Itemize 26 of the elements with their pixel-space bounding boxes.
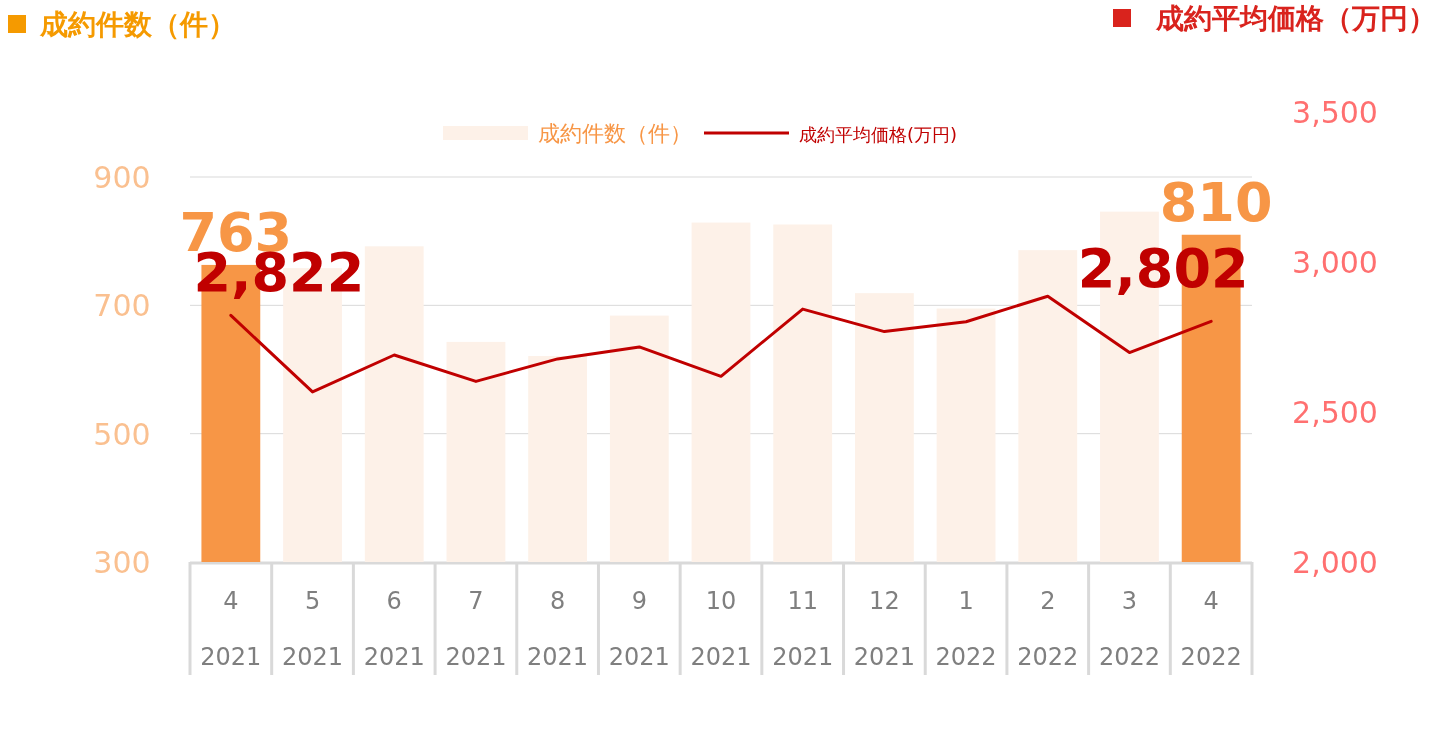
data-label: 810	[1159, 170, 1273, 234]
y-tick-label: 900	[93, 160, 151, 195]
y-tick-label: 300	[93, 545, 151, 580]
y-tick-label: 700	[93, 288, 151, 324]
y2-axis-title: 成約平均価格（万円）	[1155, 2, 1436, 35]
x-tick-label: 4 2021	[200, 587, 262, 671]
x-tick-label: 3 2022	[1098, 587, 1160, 671]
y2-tick-label: 3,500	[1292, 95, 1378, 130]
x-tick-label: 1 2022	[935, 587, 997, 671]
x-tick-label: 5 2021	[282, 587, 344, 671]
y2-tick-label: 3,000	[1292, 245, 1378, 280]
x-tick-label: 4 2022	[1180, 587, 1242, 671]
x-tick-label: 6 2021	[363, 587, 425, 671]
x-tick-label: 11 2021	[772, 587, 834, 671]
x-tick-label: 7 2021	[445, 587, 507, 671]
y-axis-title: 成約件数（件）	[39, 8, 236, 41]
x-tick-label: 2 2022	[1017, 587, 1079, 671]
legend-label: 成約件数（件）	[538, 121, 692, 146]
legend-label: 成約平均価格(万円)	[799, 124, 958, 145]
y-tick-label: 500	[93, 416, 151, 452]
x-tick-label: 8 2021	[527, 587, 589, 671]
x-tick-label: 9 2021	[608, 587, 670, 671]
y2-tick-label: 2,500	[1292, 395, 1378, 430]
y2-tick-label: 2,000	[1292, 545, 1378, 580]
x-tick-label: 10 2021	[690, 587, 752, 671]
x-tick-label: 12 2021	[853, 587, 915, 671]
